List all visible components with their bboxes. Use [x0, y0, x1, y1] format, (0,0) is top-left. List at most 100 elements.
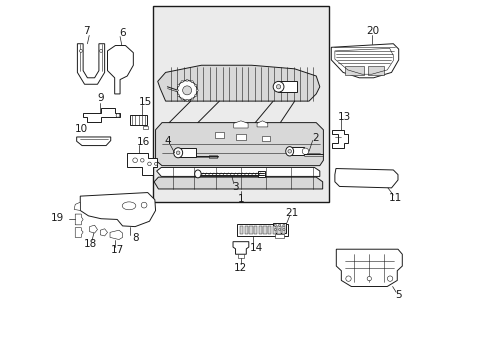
- Text: 4: 4: [164, 136, 170, 146]
- Bar: [237, 254, 244, 258]
- Ellipse shape: [274, 228, 276, 230]
- Ellipse shape: [386, 276, 392, 281]
- Ellipse shape: [282, 228, 285, 230]
- Polygon shape: [110, 230, 122, 239]
- Ellipse shape: [173, 148, 182, 158]
- Bar: [258, 226, 262, 234]
- Ellipse shape: [287, 149, 291, 153]
- Text: 6: 6: [119, 28, 125, 38]
- Polygon shape: [339, 172, 392, 184]
- Ellipse shape: [194, 84, 197, 86]
- Bar: [153, 6, 328, 202]
- Bar: [214, 132, 224, 138]
- Ellipse shape: [147, 162, 151, 166]
- Ellipse shape: [154, 162, 157, 165]
- Bar: [272, 223, 286, 233]
- Ellipse shape: [302, 148, 308, 154]
- Polygon shape: [155, 123, 323, 166]
- Text: 15: 15: [138, 97, 151, 107]
- Bar: [209, 155, 217, 158]
- Polygon shape: [344, 66, 363, 75]
- Bar: [267, 226, 271, 234]
- Ellipse shape: [182, 86, 191, 95]
- Polygon shape: [107, 45, 133, 94]
- Text: 9: 9: [97, 93, 103, 103]
- Ellipse shape: [276, 85, 280, 89]
- Ellipse shape: [177, 81, 197, 100]
- Polygon shape: [332, 130, 348, 148]
- Text: 14: 14: [249, 243, 262, 253]
- Bar: [237, 225, 287, 236]
- Text: 17: 17: [110, 245, 123, 255]
- Bar: [263, 226, 266, 234]
- Bar: [277, 81, 297, 92]
- Ellipse shape: [185, 99, 188, 102]
- Text: 8: 8: [132, 233, 138, 243]
- Polygon shape: [77, 44, 104, 84]
- Ellipse shape: [345, 276, 350, 281]
- Polygon shape: [89, 225, 97, 233]
- Text: 16: 16: [136, 137, 149, 147]
- Text: 19: 19: [51, 213, 64, 223]
- Bar: [272, 226, 275, 234]
- Ellipse shape: [116, 114, 120, 117]
- Polygon shape: [233, 121, 247, 128]
- Polygon shape: [83, 108, 120, 122]
- Polygon shape: [75, 228, 83, 237]
- Ellipse shape: [141, 202, 147, 208]
- Polygon shape: [85, 198, 145, 220]
- Polygon shape: [100, 229, 107, 236]
- Text: 1: 1: [237, 194, 244, 204]
- Ellipse shape: [194, 94, 197, 96]
- Text: 20: 20: [366, 26, 379, 36]
- Ellipse shape: [194, 170, 201, 178]
- Bar: [178, 148, 195, 157]
- Ellipse shape: [177, 94, 179, 96]
- Ellipse shape: [278, 224, 280, 226]
- Polygon shape: [154, 177, 322, 189]
- Ellipse shape: [274, 224, 276, 226]
- Polygon shape: [341, 254, 396, 282]
- Text: 12: 12: [234, 262, 247, 273]
- Text: 21: 21: [285, 208, 298, 218]
- Bar: [282, 226, 285, 234]
- Text: 2: 2: [311, 133, 318, 143]
- Bar: [130, 115, 147, 125]
- Ellipse shape: [176, 89, 178, 91]
- Ellipse shape: [273, 81, 284, 92]
- Bar: [253, 226, 257, 234]
- Ellipse shape: [282, 224, 285, 226]
- Text: 5: 5: [395, 290, 401, 300]
- Polygon shape: [158, 65, 319, 101]
- Bar: [240, 226, 243, 234]
- Ellipse shape: [191, 81, 193, 83]
- Text: 3: 3: [232, 182, 238, 192]
- Ellipse shape: [176, 151, 180, 154]
- Bar: [249, 226, 252, 234]
- Polygon shape: [75, 214, 83, 225]
- Text: 11: 11: [387, 193, 401, 203]
- Bar: [262, 136, 269, 141]
- Bar: [258, 171, 264, 177]
- Polygon shape: [127, 153, 157, 175]
- Polygon shape: [334, 168, 397, 188]
- Text: 10: 10: [74, 124, 87, 134]
- Ellipse shape: [191, 98, 193, 100]
- Text: 7: 7: [83, 26, 90, 36]
- Polygon shape: [367, 66, 384, 75]
- Ellipse shape: [133, 158, 137, 163]
- Ellipse shape: [140, 158, 144, 162]
- Ellipse shape: [80, 49, 82, 52]
- Polygon shape: [233, 242, 248, 254]
- Polygon shape: [77, 137, 110, 145]
- Ellipse shape: [181, 98, 183, 100]
- Polygon shape: [118, 53, 127, 75]
- Bar: [289, 147, 303, 155]
- Polygon shape: [330, 44, 398, 78]
- Ellipse shape: [122, 202, 136, 210]
- Ellipse shape: [177, 84, 179, 86]
- Ellipse shape: [366, 276, 371, 281]
- Polygon shape: [80, 193, 155, 226]
- Text: 18: 18: [83, 239, 97, 249]
- Ellipse shape: [100, 49, 102, 52]
